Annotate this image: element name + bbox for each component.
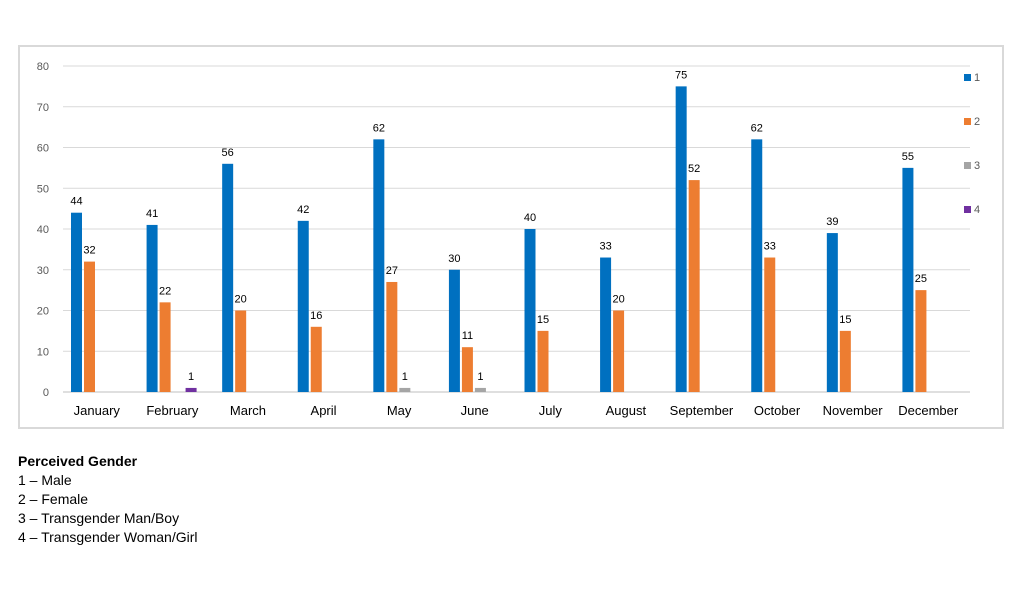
data-label: 55 [902, 151, 914, 163]
data-label: 62 [373, 122, 385, 134]
bar-june-series-1 [448, 269, 460, 392]
bar-march-series-2 [235, 310, 247, 392]
data-label: 44 [70, 196, 82, 208]
y-tick-label: 0 [43, 387, 49, 399]
data-label: 1 [477, 371, 483, 383]
data-label: 1 [188, 371, 194, 383]
bar-december-series-1 [902, 167, 914, 392]
data-label: 15 [537, 314, 549, 326]
x-tick-label-march: March [230, 403, 266, 418]
bar-january-series-1 [71, 212, 82, 392]
y-tick-label: 40 [37, 224, 49, 236]
bar-august-series-1 [600, 257, 612, 392]
legend-label-1: 1 [974, 72, 980, 84]
y-tick-label: 80 [37, 61, 49, 73]
y-tick-label: 60 [37, 143, 49, 155]
data-label: 40 [524, 212, 536, 224]
data-label: 27 [386, 265, 398, 277]
data-label: 62 [751, 122, 763, 134]
bar-may-series-2 [386, 281, 398, 392]
legend-swatch-2 [964, 118, 971, 125]
data-label: 1 [402, 371, 408, 383]
bar-july-series-1 [524, 229, 536, 392]
data-label: 32 [83, 245, 95, 257]
data-label: 33 [599, 241, 611, 253]
data-label: 39 [826, 216, 838, 228]
data-label: 75 [675, 69, 687, 81]
bar-august-series-2 [613, 310, 625, 392]
x-tick-label-january: January [74, 403, 121, 418]
y-tick-label: 50 [37, 183, 49, 195]
data-label: 15 [839, 314, 851, 326]
notes-item-4: 4 – Transgender Woman/Girl [18, 529, 198, 545]
x-tick-label-october: October [754, 403, 801, 418]
data-label: 25 [915, 273, 927, 285]
y-tick-label: 70 [37, 102, 49, 114]
x-tick-label-september: September [670, 403, 734, 418]
legend-label-3: 3 [974, 160, 980, 172]
bar-june-series-3 [474, 387, 486, 392]
bar-february-series-2 [159, 302, 171, 392]
x-tick-label-june: June [461, 403, 489, 418]
data-label: 42 [297, 204, 309, 216]
data-label: 33 [764, 241, 776, 253]
bar-may-series-1 [373, 139, 385, 392]
bar-december-series-2 [915, 290, 927, 392]
chart-frame: 0 10 20 30 40 50 60 70 80 44 32 January 41 22 1 Februar… [18, 45, 1004, 429]
legend-swatch-3 [964, 162, 971, 169]
legend-label-4: 4 [974, 204, 980, 216]
notes-title: Perceived Gender [18, 453, 138, 469]
x-tick-label-april: April [311, 403, 337, 418]
data-label: 16 [310, 310, 322, 322]
data-label: 20 [235, 294, 247, 306]
bar-july-series-2 [537, 330, 549, 392]
x-tick-label-november: November [823, 403, 884, 418]
y-tick-label: 10 [37, 346, 49, 358]
legend-label-2: 2 [974, 116, 980, 128]
y-tick-label: 20 [37, 306, 49, 318]
data-label: 20 [612, 294, 624, 306]
data-label: 30 [448, 253, 460, 265]
bar-november-series-1 [826, 233, 838, 392]
bar-september-series-1 [675, 86, 687, 392]
x-tick-label-july: July [539, 403, 563, 418]
notes-item-2: 2 – Female [18, 491, 89, 507]
bar-october-series-1 [751, 139, 763, 392]
legend-swatch-4 [964, 206, 971, 213]
y-tick-label: 30 [37, 265, 49, 277]
legend-notes: Perceived Gender 1 – Male 2 – Female 3 –… [18, 452, 198, 547]
bar-january-series-2 [84, 261, 95, 392]
data-label: 11 [462, 330, 473, 342]
notes-item-3: 3 – Transgender Man/Boy [18, 510, 180, 526]
data-label: 41 [146, 208, 158, 220]
bar-september-series-2 [688, 180, 700, 392]
data-label: 22 [159, 285, 171, 297]
bar-chart: 010203040506070804432January41221Februar… [37, 61, 980, 418]
bar-june-series-2 [461, 347, 473, 392]
bar-february-series-1 [146, 224, 158, 392]
x-tick-label-december: December [898, 403, 959, 418]
x-tick-label-may: May [387, 403, 412, 418]
data-label: 56 [222, 147, 234, 159]
legend-swatch-1 [964, 74, 971, 81]
bar-october-series-2 [764, 257, 776, 392]
bar-november-series-2 [839, 330, 851, 392]
bar-april-series-2 [310, 326, 322, 392]
x-tick-label-february: February [146, 403, 199, 418]
notes-item-1: 1 – Male [18, 472, 72, 488]
bar-may-series-3 [399, 387, 411, 392]
x-tick-label-august: August [606, 403, 647, 418]
bar-march-series-1 [222, 163, 234, 392]
bar-april-series-1 [297, 220, 309, 392]
data-label: 52 [688, 163, 700, 175]
bar-february-series-4 [185, 387, 197, 392]
